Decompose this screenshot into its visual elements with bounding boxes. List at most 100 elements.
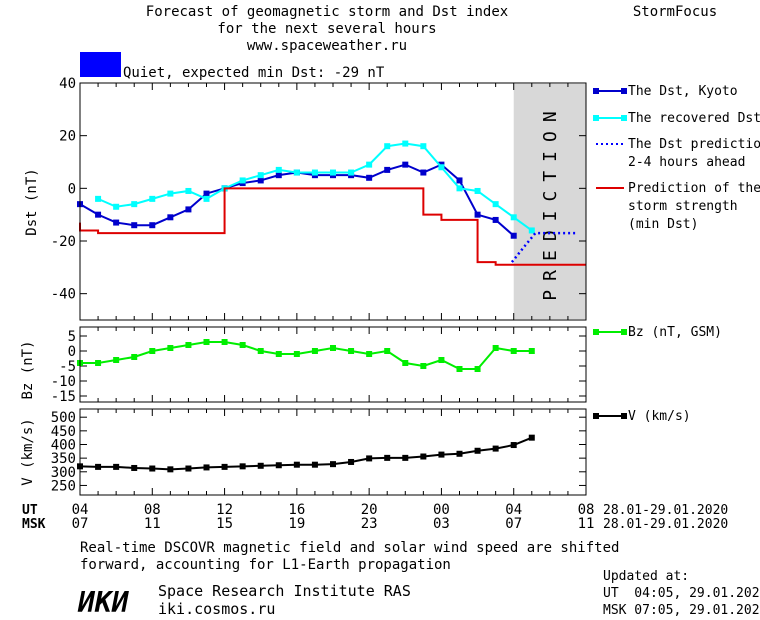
institute-website[interactable]: iki.cosmos.ru — [158, 600, 275, 618]
dst-series-0-point — [492, 216, 499, 223]
bz-series-0-point — [384, 348, 391, 354]
msk-tick-label: 07 — [505, 516, 522, 532]
v-plot-frame — [79, 408, 587, 496]
v-series-0-point — [456, 450, 463, 457]
bz-series-0-point — [203, 339, 210, 345]
dst-series-1-point — [528, 227, 535, 234]
v-series-0-point — [185, 465, 192, 472]
chart-legend: The Dst, Kyoto The recovered Dst The Dst p… — [593, 84, 760, 424]
iki-logo: ИКИ — [77, 586, 130, 619]
ut-tick-label: 12 — [216, 502, 233, 518]
bz-series-0-point — [311, 348, 318, 354]
v-series-0-point — [474, 447, 481, 454]
dst-series-1-point — [474, 187, 481, 194]
bz-series-0-point — [366, 351, 373, 357]
legend-label-0: The Dst, Kyoto — [628, 84, 738, 99]
prediction-region — [513, 84, 586, 319]
dst-series-1-point — [275, 166, 282, 173]
chart-title-line1: Forecast of geomagnetic storm and Dst in… — [146, 4, 508, 20]
dst-series-1-point — [348, 169, 355, 176]
v-series-0-point — [275, 462, 282, 469]
bz-panel: 50-5-10-15 — [51, 326, 587, 405]
footer-note-line1: Real-time DSCOVR magnetic field and sola… — [80, 540, 619, 556]
dst-series-1-point — [239, 177, 246, 184]
v-series-0-point — [239, 463, 246, 470]
legend-marker-5 — [621, 413, 627, 419]
ut-date-range: 28.01-29.01.2020 — [603, 503, 728, 518]
legend-label-1: The recovered Dst — [628, 111, 760, 126]
bz-plot-frame — [79, 326, 587, 403]
dst-series-1-point — [167, 190, 174, 197]
dst-series-0-point — [474, 211, 481, 218]
dst-ytick-label: -20 — [51, 234, 76, 250]
dst-series-0-point — [185, 206, 192, 213]
legend-marker-4 — [593, 329, 599, 335]
legend-marker-4 — [621, 329, 627, 335]
dst-series-1-point — [438, 164, 445, 171]
bz-series-0-point — [239, 342, 246, 348]
v-series-0-point — [131, 464, 138, 471]
dst-series-0-point — [95, 211, 102, 218]
bz-series-0-point — [113, 357, 120, 363]
v-series-0-point — [366, 455, 373, 462]
dst-series-0-point — [402, 161, 409, 168]
v-ytick-label: 400 — [51, 437, 76, 453]
bz-ytick-label: 5 — [68, 329, 76, 345]
dst-series-0-point — [384, 166, 391, 173]
dst-ytick-label: 40 — [59, 76, 76, 92]
dst-series-0-point — [275, 172, 282, 179]
dst-plot-frame — [79, 82, 587, 321]
legend-label-3: Prediction of the — [628, 181, 760, 196]
bz-series-0-point — [402, 360, 409, 366]
dst-ytick-label: -40 — [51, 287, 76, 303]
dst-series-2-line — [510, 231, 576, 263]
updated-ut: UT 04:05, 29.01.2020 — [603, 586, 760, 601]
v-series-0-point — [149, 465, 156, 472]
bz-series-0-point — [438, 357, 445, 363]
dst-series-1-point — [203, 195, 210, 202]
dst-series-0-point — [203, 190, 210, 197]
ut-axis-label: UT — [22, 503, 38, 518]
legend-label-5: V (km/s) — [628, 409, 691, 424]
msk-tick-label: 15 — [216, 516, 233, 532]
v-series-0-line — [79, 436, 533, 471]
dst-series-1-point — [366, 161, 373, 168]
v-y-axis-label: V (km/s) — [20, 418, 36, 485]
v-series-0-point — [95, 463, 102, 470]
dst-series-1-point — [420, 143, 427, 150]
dst-series-0-point — [167, 214, 174, 221]
dst-series-1-point — [185, 187, 192, 194]
bz-series-0-point — [420, 363, 427, 369]
bz-series-0-point — [185, 342, 192, 348]
bz-series-0-point — [330, 345, 336, 351]
ut-tick-label: 16 — [288, 502, 305, 518]
v-series-0-point — [384, 454, 391, 461]
v-series-0-point — [528, 434, 535, 441]
msk-tick-label: 11 — [578, 516, 595, 532]
ut-tick-label: 00 — [433, 502, 450, 518]
bz-series-0-point — [149, 348, 156, 354]
dst-series-1-point — [402, 140, 409, 147]
legend-label-3: storm strength — [628, 199, 738, 214]
ut-tick-label: 04 — [72, 502, 89, 518]
dst-series-0-point — [149, 222, 156, 229]
dst-series-0-point — [420, 169, 427, 176]
legend-marker-1 — [621, 115, 627, 121]
footer-note-line2: forward, accounting for L1-Earth propaga… — [80, 557, 451, 573]
bz-series-0-point — [221, 339, 228, 345]
bz-series-0-point — [492, 345, 499, 351]
v-series-0-point — [402, 454, 409, 461]
msk-axis-label: MSK — [22, 517, 46, 532]
dst-series-1-point — [113, 203, 120, 210]
msk-date-range: 28.01-29.01.2020 — [603, 517, 728, 532]
updated-label: Updated at: — [603, 569, 689, 584]
v-series-0-point — [167, 466, 174, 473]
v-series-0-point — [420, 453, 427, 460]
v-series-0-point — [492, 445, 499, 452]
bz-series-0-point — [348, 348, 355, 354]
dst-series-1-point — [95, 195, 102, 202]
dst-series-1-point — [293, 169, 300, 176]
msk-tick-label: 03 — [433, 516, 450, 532]
prediction-label: PREDICTION — [540, 102, 561, 300]
